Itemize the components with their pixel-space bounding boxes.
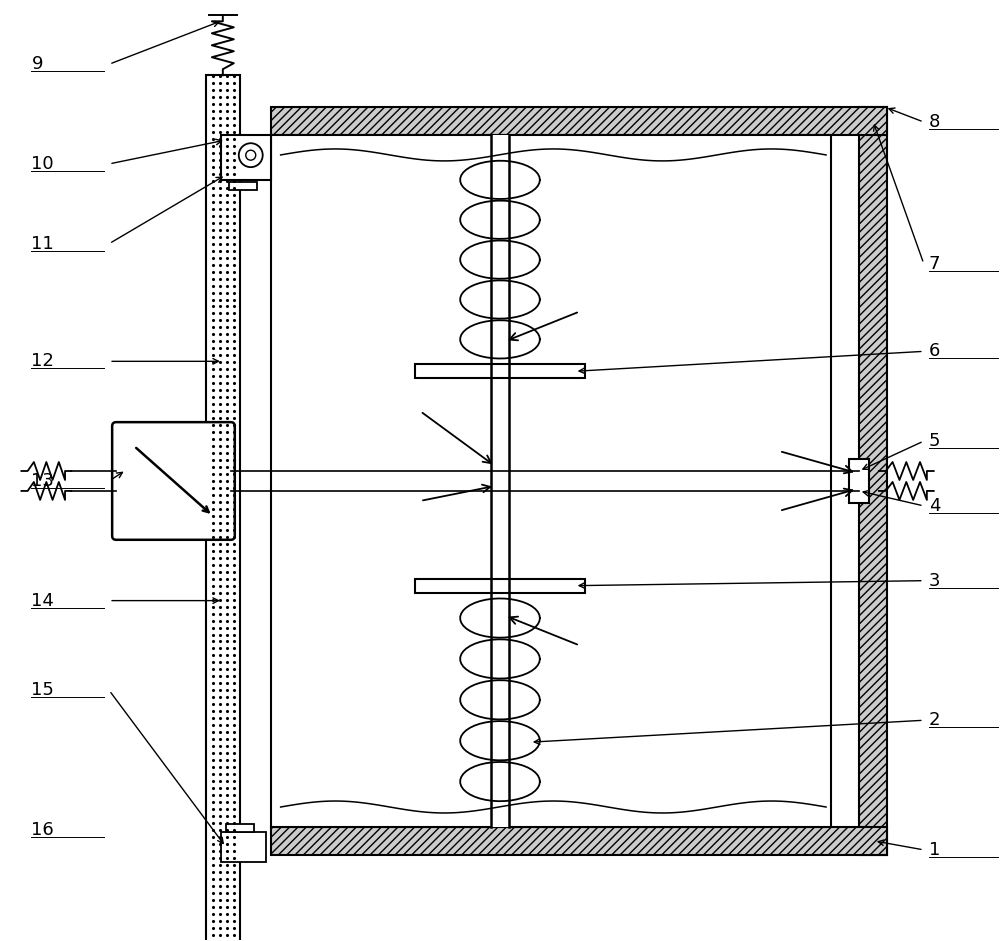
Bar bbox=[415, 364, 585, 378]
Text: 1: 1 bbox=[929, 841, 940, 859]
Text: 6: 6 bbox=[929, 343, 940, 360]
Text: 5: 5 bbox=[929, 432, 940, 450]
Text: 4: 4 bbox=[929, 497, 940, 515]
Text: 10: 10 bbox=[31, 155, 54, 173]
Bar bbox=[849, 459, 869, 502]
Text: 9: 9 bbox=[31, 56, 43, 73]
Bar bbox=[271, 135, 831, 827]
Polygon shape bbox=[271, 107, 887, 135]
Bar bbox=[226, 824, 254, 832]
Text: 12: 12 bbox=[31, 352, 54, 371]
Bar bbox=[229, 182, 257, 190]
Polygon shape bbox=[271, 827, 887, 854]
FancyBboxPatch shape bbox=[112, 423, 235, 540]
Text: 11: 11 bbox=[31, 234, 54, 253]
Text: 8: 8 bbox=[929, 113, 940, 131]
Text: 2: 2 bbox=[929, 711, 940, 729]
Circle shape bbox=[239, 143, 263, 167]
Bar bbox=[491, 135, 509, 827]
Bar bbox=[221, 832, 266, 862]
Circle shape bbox=[246, 151, 256, 160]
Text: 16: 16 bbox=[31, 821, 54, 839]
Text: 7: 7 bbox=[929, 255, 940, 273]
Text: 3: 3 bbox=[929, 572, 940, 590]
Bar bbox=[221, 135, 271, 180]
Bar bbox=[415, 579, 585, 593]
Bar bbox=[206, 75, 240, 941]
Text: 14: 14 bbox=[31, 592, 54, 610]
Text: 15: 15 bbox=[31, 681, 54, 699]
Polygon shape bbox=[859, 107, 887, 854]
Text: 13: 13 bbox=[31, 472, 54, 490]
